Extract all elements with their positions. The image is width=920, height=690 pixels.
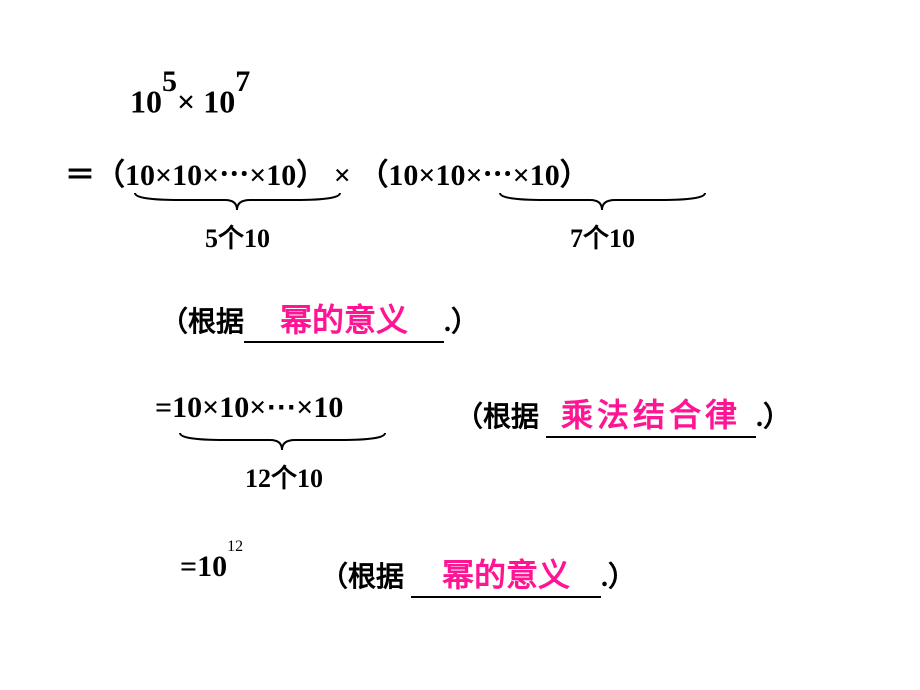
eq3: = [155,391,172,424]
lparen2: （ [358,159,388,192]
reason3-prefix: （根据 [320,562,411,593]
reason2-prefix: （根据 [455,402,546,433]
expression-line4: =1012 [180,550,243,584]
brace3-svg [175,428,390,458]
exp1: 5 [162,65,177,98]
reason3-line: （根据 幂的意义 .） [320,550,636,598]
mult1: × 10 [177,84,235,120]
reason3-suffix: .） [601,562,636,593]
brace1-label: 5个10 [205,218,270,255]
lparen1: （ [95,159,125,192]
slide-container: 105× 107 ＝（10×10×⋯×10） × （10×10×⋯×10） 5个… [0,0,920,690]
reason1-answer: 幂的意义 [280,302,408,338]
reason1-prefix: （根据 [160,307,244,338]
reason2-line: （根据 乘法结合律 .） [455,390,791,438]
expr3: 10×10×⋯×10 [172,391,343,424]
base4: 10 [197,550,227,583]
exp2: 7 [235,65,250,98]
reason2-answer: 乘法结合律 [561,397,741,433]
brace1-svg [130,188,345,218]
exp4: 12 [227,538,243,555]
brace2-label: 7个10 [570,218,635,255]
expression-line1: 105× 107 [130,75,250,121]
expression-line3: =10×10×⋯×10 [155,390,343,425]
reason1-suffix: .） [444,307,479,338]
reason3-answer: 幂的意义 [442,557,570,593]
reason1-line: （根据 幂的意义 .） [160,295,479,343]
eq2: ＝ [65,159,95,192]
brace2-svg [495,188,710,218]
eq4: = [180,550,197,583]
reason2-suffix: .） [756,402,791,433]
base1: 10 [130,84,162,120]
brace3-label: 12个10 [245,458,323,495]
